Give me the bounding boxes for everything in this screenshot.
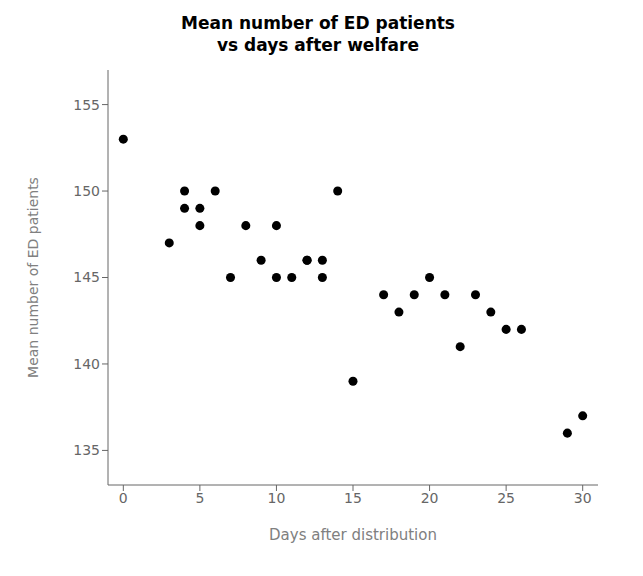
svg-text:15: 15 xyxy=(344,490,362,506)
svg-text:10: 10 xyxy=(268,490,286,506)
html-text:vs days after welfare: vs days after welfare xyxy=(217,35,419,55)
svg-text:155: 155 xyxy=(73,97,100,113)
svg-text:0: 0 xyxy=(119,490,128,506)
svg-text:30: 30 xyxy=(574,490,592,506)
svg-text:5: 5 xyxy=(195,490,204,506)
svg-text:135: 135 xyxy=(73,442,100,458)
svg-text:20: 20 xyxy=(421,490,439,506)
svg-text:140: 140 xyxy=(73,356,100,372)
svg-text:25: 25 xyxy=(497,490,515,506)
svg-text:150: 150 xyxy=(73,183,100,199)
svg-text:Days after distribution: Days after distribution xyxy=(269,526,437,544)
html-text:Mean number of ED patients: Mean number of ED patients xyxy=(181,13,455,33)
svg-text:145: 145 xyxy=(73,269,100,285)
svg-text:Mean number of ED patients: Mean number of ED patients xyxy=(25,177,41,378)
